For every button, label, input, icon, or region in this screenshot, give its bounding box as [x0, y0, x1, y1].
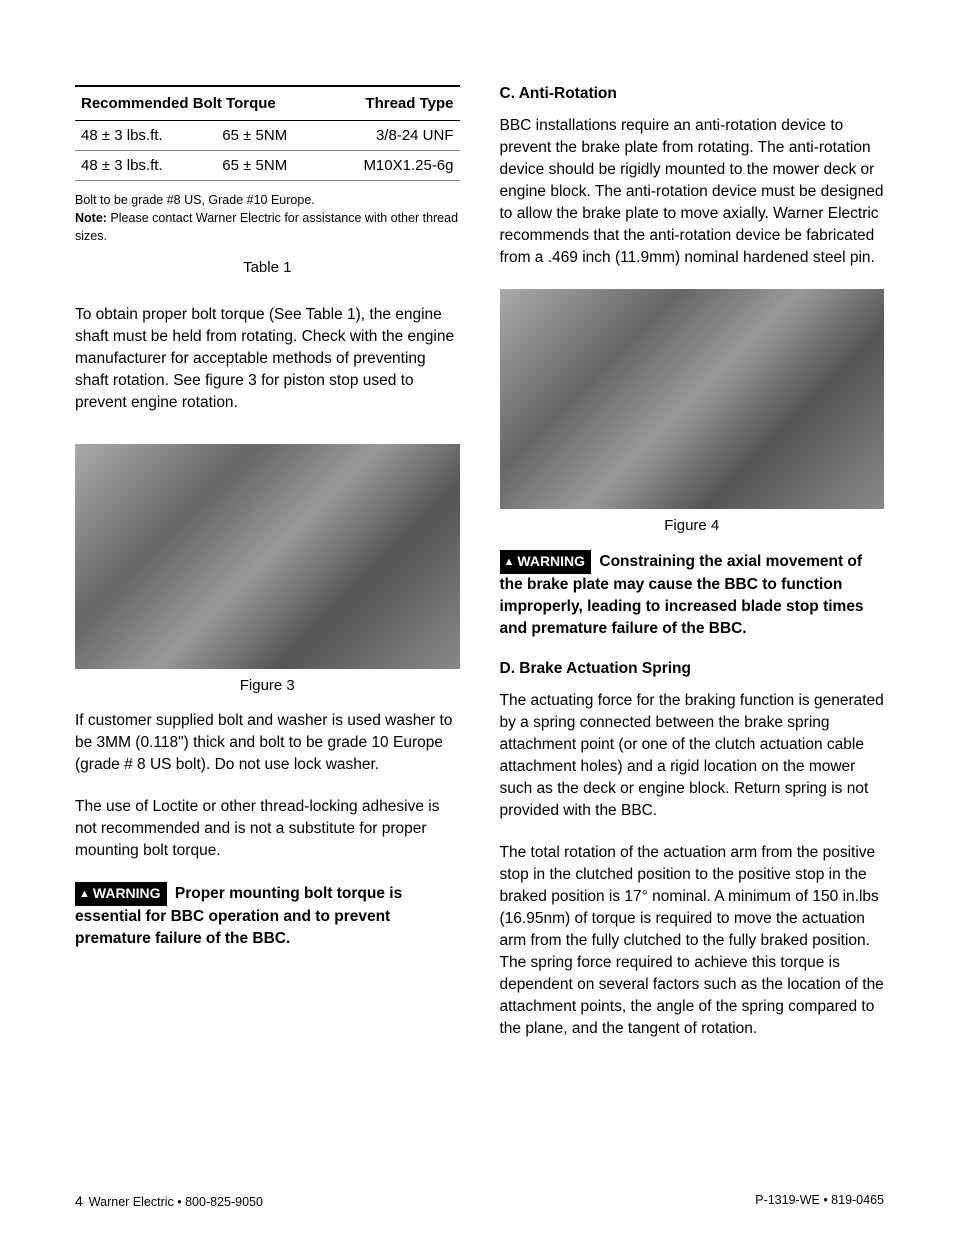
warning-icon: WARNING: [500, 550, 592, 574]
paragraph: To obtain proper bolt torque (See Table …: [75, 304, 460, 414]
page-number: 4: [75, 1193, 83, 1209]
table-header-right: Thread Type: [332, 86, 459, 121]
note-line-1: Bolt to be grade #8 US, Grade #10 Europe…: [75, 193, 315, 207]
figure-4-caption: Figure 4: [500, 517, 885, 534]
note-label: Note:: [75, 211, 107, 225]
two-column-layout: Recommended Bolt Torque Thread Type 48 ±…: [75, 85, 884, 1060]
paragraph: The use of Loctite or other thread-locki…: [75, 796, 460, 862]
figure-4-image: [500, 289, 885, 509]
paragraph: The total rotation of the actuation arm …: [500, 842, 885, 1040]
table-cell: 48 ± 3 lbs.ft.: [75, 151, 216, 181]
warning-icon: WARNING: [75, 882, 167, 906]
section-heading-c: C. Anti-Rotation: [500, 85, 885, 103]
table-cell: M10X1.25-6g: [332, 151, 459, 181]
table-row: 48 ± 3 lbs.ft. 65 ± 5NM 3/8-24 UNF: [75, 121, 460, 151]
note-line-2: Please contact Warner Electric for assis…: [75, 211, 458, 243]
table-row: 48 ± 3 lbs.ft. 65 ± 5NM M10X1.25-6g: [75, 151, 460, 181]
bolt-torque-table: Recommended Bolt Torque Thread Type 48 ±…: [75, 85, 460, 181]
paragraph: BBC installations require an anti-rotati…: [500, 115, 885, 269]
paragraph: The actuating force for the braking func…: [500, 690, 885, 822]
table-footnote: Bolt to be grade #8 US, Grade #10 Europe…: [75, 191, 460, 245]
table-header-left: Recommended Bolt Torque: [75, 86, 332, 121]
figure-3-caption: Figure 3: [75, 677, 460, 694]
warning-paragraph: WARNING Constraining the axial movement …: [500, 550, 885, 640]
table-cell: 3/8-24 UNF: [332, 121, 459, 151]
footer-right: P-1319-WE • 819-0465: [755, 1193, 884, 1209]
table-cell: 65 ± 5NM: [216, 121, 332, 151]
section-heading-d: D. Brake Actuation Spring: [500, 660, 885, 678]
paragraph: If customer supplied bolt and washer is …: [75, 710, 460, 776]
footer-left-text: Warner Electric • 800-825-9050: [89, 1195, 263, 1209]
table-cell: 48 ± 3 lbs.ft.: [75, 121, 216, 151]
page-footer: 4 Warner Electric • 800-825-9050 P-1319-W…: [75, 1193, 884, 1209]
right-column: C. Anti-Rotation BBC installations requi…: [500, 85, 885, 1060]
left-column: Recommended Bolt Torque Thread Type 48 ±…: [75, 85, 460, 1060]
table-caption: Table 1: [75, 259, 460, 276]
table-cell: 65 ± 5NM: [216, 151, 332, 181]
footer-left: 4 Warner Electric • 800-825-9050: [75, 1193, 263, 1209]
figure-3-image: [75, 444, 460, 669]
warning-paragraph: WARNING Proper mounting bolt torque is e…: [75, 882, 460, 950]
